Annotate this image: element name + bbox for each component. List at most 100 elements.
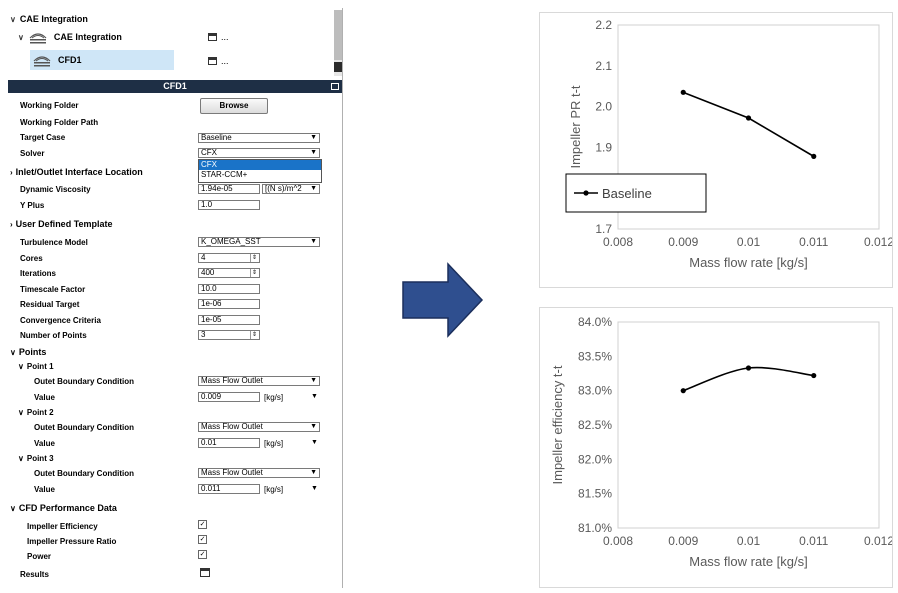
efficiency-chart-svg: 81.0% 81.5% 82.0% 82.5% 83.0% 83.5% 84.0% 0.008… <box>550 315 894 569</box>
chevron-right-icon[interactable]: › <box>10 168 13 177</box>
chevron-down-icon[interactable]: ▼ <box>310 149 317 156</box>
x-tick-label: 0.01 <box>737 534 761 548</box>
chevron-down-icon[interactable]: ▼ <box>310 134 317 141</box>
y-tick-label: 83.5% <box>578 349 612 363</box>
chevron-down-icon[interactable]: ∨ <box>10 348 16 357</box>
spinner-icon[interactable]: ⇕ <box>250 331 258 339</box>
chevron-down-icon[interactable]: ▼ <box>311 485 318 492</box>
more-label[interactable]: ... <box>221 32 229 42</box>
target-case-value: Baseline <box>201 133 232 142</box>
dynamic-viscosity-unit-select[interactable]: [(N s)/m^2 ▼ <box>262 184 320 194</box>
yplus-input[interactable]: 1.0 <box>198 200 260 210</box>
series-line <box>682 91 815 158</box>
solver-label: Solver <box>20 149 45 158</box>
window-icon[interactable] <box>208 33 217 41</box>
solver-option-cfx[interactable]: CFX <box>199 160 321 170</box>
scrollbar-end[interactable] <box>334 62 342 72</box>
perf-section[interactable]: ∨ CFD Performance Data <box>10 503 117 513</box>
y-tick-label: 81.5% <box>578 487 612 501</box>
points-section[interactable]: ∨ Points <box>10 347 46 357</box>
yplus-label: Y Plus <box>20 201 45 210</box>
impeller-pr-label: Impeller Pressure Ratio <box>27 537 117 546</box>
chevron-down-icon[interactable]: ∨ <box>10 14 16 24</box>
x-tick-label: 0.009 <box>668 534 698 548</box>
y-tick-label: 82.0% <box>578 452 612 466</box>
solver-value: CFX <box>201 148 217 157</box>
tree-cfd1-actions[interactable]: ... <box>208 56 229 66</box>
chevron-down-icon[interactable]: ▼ <box>311 393 318 400</box>
target-case-select[interactable]: Baseline ▼ <box>198 133 320 143</box>
convergence-input[interactable]: 1e-05 <box>198 315 260 325</box>
browse-button[interactable]: Browse <box>200 98 268 114</box>
tree-root[interactable]: ∨ CAE Integration <box>10 14 88 24</box>
pr-chart: 1.71.81.92.02.12.20.0080.0090.010.0110.0… <box>539 12 894 288</box>
point-1-value-input[interactable]: 0.009 <box>198 392 260 402</box>
iterations-stepper[interactable]: 400 ⇕ <box>198 268 260 278</box>
tree-child-label: CAE Integration <box>53 32 122 42</box>
impeller-pr-checkbox[interactable]: ✓ <box>198 535 207 544</box>
chevron-down-icon[interactable]: ▼ <box>310 185 317 192</box>
point-2-value-input[interactable]: 0.01 <box>198 438 260 448</box>
chevron-down-icon[interactable]: ∨ <box>10 504 16 513</box>
udt-section[interactable]: › User Defined Template <box>10 219 113 229</box>
point-2-header[interactable]: ∨ Point 2 <box>18 408 54 417</box>
num-points-stepper[interactable]: 3 ⇕ <box>198 330 260 340</box>
impeller-efficiency-checkbox[interactable]: ✓ <box>198 520 207 529</box>
residual-target-input[interactable]: 1e-06 <box>198 299 260 309</box>
spinner-icon[interactable]: ⇕ <box>250 254 258 262</box>
turbulence-model-select[interactable]: K_OMEGA_SST ▼ <box>198 237 320 247</box>
chevron-down-icon[interactable]: ∨ <box>18 32 24 42</box>
tree-child-actions[interactable]: ... <box>208 32 229 42</box>
point-2-bc-select[interactable]: Mass Flow Outlet ▼ <box>198 422 320 432</box>
panel-divider <box>342 8 343 588</box>
point-1-value-label: Value <box>34 393 55 402</box>
scrollbar-thumb[interactable] <box>334 10 342 60</box>
spinner-icon[interactable]: ⇕ <box>250 269 258 277</box>
target-case-label: Target Case <box>20 133 66 142</box>
chevron-down-icon[interactable]: ▼ <box>310 469 317 476</box>
solver-select[interactable]: CFX ▼ <box>198 148 320 158</box>
chevron-down-icon[interactable]: ▼ <box>310 238 317 245</box>
dynamic-viscosity-input[interactable]: 1.94e-05 <box>198 184 260 194</box>
detach-icon[interactable] <box>331 83 339 90</box>
point-3-value-input[interactable]: 0.011 <box>198 484 260 494</box>
timescale-input[interactable]: 10.0 <box>198 284 260 294</box>
legend-label: Baseline <box>602 186 652 201</box>
num-points-value: 3 <box>201 330 206 339</box>
chevron-down-icon[interactable]: ▼ <box>310 377 317 384</box>
chevron-down-icon[interactable]: ∨ <box>18 362 24 371</box>
x-tick-label: 0.01 <box>737 235 761 249</box>
power-checkbox[interactable]: ✓ <box>198 550 207 559</box>
point-3-unit: [kg/s] <box>264 485 284 494</box>
plot-area <box>617 321 880 529</box>
tree-child[interactable]: ∨ CAE Integration <box>18 30 122 44</box>
x-tick-label: 0.009 <box>668 235 698 249</box>
chevron-right-icon[interactable]: › <box>10 220 13 229</box>
dynamic-viscosity-unit: [(N s)/m^2 <box>265 184 302 193</box>
point-3-title: Point 3 <box>26 454 54 463</box>
plot-area <box>617 24 880 230</box>
tree-root-label: CAE Integration <box>19 14 88 24</box>
cae-integration-icon <box>29 33 47 44</box>
chevron-down-icon[interactable]: ▼ <box>310 423 317 430</box>
chevron-down-icon[interactable]: ∨ <box>18 408 24 417</box>
tree-item-cfd1[interactable]: CFD1 <box>30 50 174 70</box>
cores-value: 4 <box>201 253 206 262</box>
point-3-bc-select[interactable]: Mass Flow Outlet ▼ <box>198 468 320 478</box>
data-point <box>745 365 752 371</box>
point-3-header[interactable]: ∨ Point 3 <box>18 454 54 463</box>
inlet-section[interactable]: › Inlet/Outlet Interface Location <box>10 167 143 177</box>
power-label: Power <box>27 552 52 561</box>
more-label[interactable]: ... <box>221 56 229 66</box>
window-icon[interactable] <box>208 57 217 65</box>
series-line <box>682 366 814 392</box>
point-1-bc-select[interactable]: Mass Flow Outlet ▼ <box>198 376 320 386</box>
window-icon[interactable] <box>200 568 210 577</box>
chevron-down-icon[interactable]: ∨ <box>18 454 24 463</box>
point-1-header[interactable]: ∨ Point 1 <box>18 362 54 371</box>
x-tick-label: 0.008 <box>603 235 633 249</box>
solver-option-starccm[interactable]: STAR-CCM+ <box>201 170 248 179</box>
point-1-bc-label: Outet Boundary Condition <box>34 377 134 386</box>
chevron-down-icon[interactable]: ▼ <box>311 439 318 446</box>
cores-stepper[interactable]: 4 ⇕ <box>198 253 260 263</box>
